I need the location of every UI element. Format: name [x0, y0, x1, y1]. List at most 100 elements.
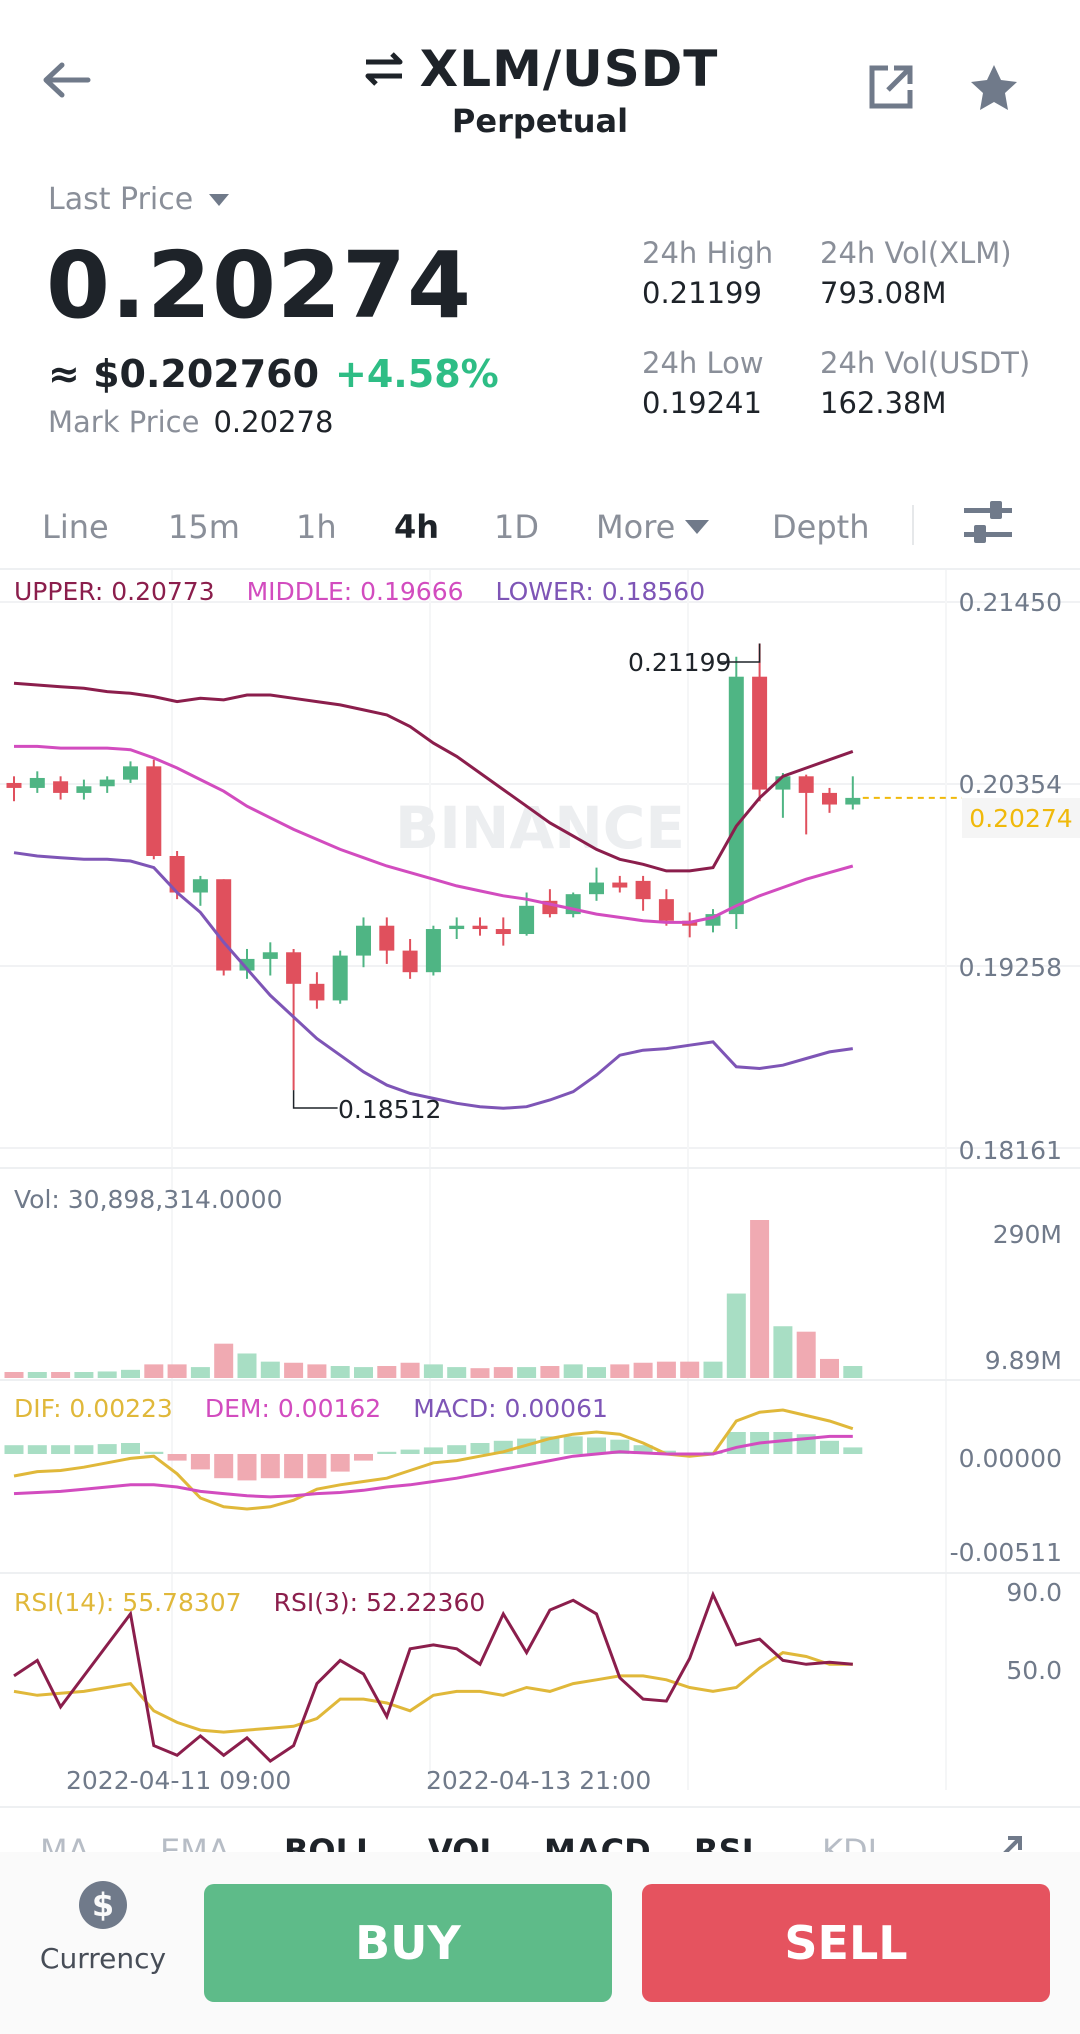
volume-bar — [260, 1361, 280, 1378]
candle-body — [169, 855, 185, 893]
buy-button[interactable]: BUY — [204, 1884, 612, 2002]
volume-bar — [74, 1372, 94, 1378]
stat-label: 24h Low — [642, 346, 764, 380]
title-area[interactable]: XLM/USDT Perpetual — [0, 40, 1080, 150]
last-price-label: Last Price — [48, 182, 194, 217]
dif-line — [13, 1408, 854, 1511]
tab-1h[interactable]: 1h — [296, 508, 337, 546]
macd-dif: DIF: 0.00223 — [14, 1394, 173, 1423]
stat-24h-low: 24h Low 0.19241 — [642, 346, 764, 420]
price-axis-label: 0.20354 — [958, 770, 1062, 799]
stat-label: 24h High — [642, 236, 774, 270]
high-marker-line — [719, 643, 761, 663]
timeframe-tabs: Line 15m 1h 4h 1D More Depth — [0, 490, 1080, 560]
tab-more-label: More — [596, 508, 676, 546]
stat-value: 793.08M — [820, 276, 947, 310]
macd-bar — [470, 1443, 490, 1454]
svg-text:$: $ — [92, 1886, 114, 1924]
volume-bar — [144, 1364, 164, 1378]
mark-price-line: Mark Price 0.20278 — [48, 405, 333, 439]
volume-bar — [237, 1353, 257, 1378]
candle-body — [146, 766, 162, 856]
rsi3-line — [13, 1590, 853, 1764]
candle-body — [495, 929, 511, 935]
stat-24h-vol-base: 24h Vol(XLM) 793.08M — [820, 236, 1012, 310]
ind-tab-kdj[interactable]: KDJ — [822, 1832, 878, 1854]
macd-legend: DIF: 0.00223 DEM: 0.00162 MACD: 0.00061 — [14, 1394, 608, 1423]
expand-icon[interactable] — [996, 1832, 1026, 1854]
macd-bar — [354, 1454, 373, 1461]
stat-label: 24h Vol(XLM) — [820, 236, 1012, 270]
macd-bar — [330, 1454, 350, 1472]
volume-bar — [354, 1367, 373, 1378]
tab-depth[interactable]: Depth — [772, 508, 870, 546]
candle-body — [262, 952, 278, 959]
candle-body — [356, 925, 371, 956]
back-button[interactable] — [40, 60, 110, 120]
boll-middle: MIDDLE: 0.19666 — [246, 577, 464, 606]
volume-axis-bottom: 9.89M — [984, 1346, 1062, 1375]
high-marker-label: 0.21199 — [628, 648, 732, 677]
candle-body — [519, 905, 535, 935]
tab-line[interactable]: Line — [42, 508, 109, 546]
macd-bar — [843, 1447, 863, 1454]
divider — [0, 568, 1080, 570]
caret-down-icon — [209, 193, 230, 206]
tab-more[interactable]: More — [596, 508, 710, 546]
candle-body — [239, 958, 255, 971]
volume-bar — [680, 1361, 700, 1378]
ind-tab-vol[interactable]: VOL — [428, 1832, 500, 1854]
candle-body — [425, 929, 441, 973]
kline-chart[interactable]: BINANCE — [0, 570, 1080, 1810]
candle-body — [472, 925, 488, 930]
candle-body — [845, 797, 861, 805]
macd-bar — [820, 1440, 839, 1454]
candle-body — [309, 983, 325, 1001]
dollar-circle-icon: $ — [79, 1881, 127, 1929]
tab-1d[interactable]: 1D — [494, 508, 539, 546]
candle-body — [76, 786, 92, 793]
ind-tab-boll[interactable]: BOLL — [284, 1832, 377, 1854]
volume-bar — [470, 1368, 490, 1378]
rsi14-value: RSI(14): 55.78307 — [14, 1588, 242, 1617]
candle-body — [635, 880, 651, 900]
macd-axis-top: 0.00000 — [958, 1444, 1062, 1473]
macd-bar — [260, 1454, 280, 1479]
candle-body — [29, 777, 45, 788]
candle-body — [53, 781, 69, 793]
volume-bar — [843, 1366, 863, 1378]
candle-body — [332, 955, 348, 1001]
volume-bar — [517, 1367, 537, 1378]
rsi14-line — [13, 1651, 853, 1734]
sell-button[interactable]: SELL — [642, 1884, 1050, 2002]
macd-bar — [563, 1436, 583, 1454]
volume-bar — [796, 1331, 816, 1378]
star-icon — [971, 65, 1017, 110]
last-price-selector[interactable]: Last Price — [48, 182, 230, 217]
candle-body — [589, 882, 604, 895]
share-button[interactable] — [868, 64, 918, 114]
divider — [0, 1806, 1080, 1808]
ind-tab-rsi[interactable]: RSI — [694, 1832, 754, 1854]
candle-body — [658, 899, 674, 921]
macd-bar — [51, 1445, 71, 1454]
rsi-axis-top: 90.0 — [1006, 1578, 1062, 1607]
volume-bar — [97, 1371, 117, 1378]
tab-15m[interactable]: 15m — [168, 508, 240, 546]
dem-line — [13, 1434, 853, 1499]
stat-label: 24h Vol(USDT) — [820, 346, 1031, 380]
volume-label: Vol: 30,898,314.0000 — [14, 1185, 283, 1214]
low-marker-line — [292, 1090, 338, 1109]
currency-button[interactable]: $ Currency — [28, 1880, 178, 2010]
volume-bar — [610, 1364, 630, 1378]
ind-tab-ema[interactable]: EMA — [160, 1832, 230, 1854]
watermark-text: BINANCE — [395, 794, 685, 862]
chart-settings-button[interactable] — [964, 500, 1014, 550]
tab-4h[interactable]: 4h — [394, 508, 440, 546]
ind-tab-ma[interactable]: MA — [40, 1832, 90, 1854]
volume-bar — [423, 1364, 443, 1378]
ind-tab-macd[interactable]: MACD — [544, 1832, 651, 1854]
favorite-button[interactable] — [968, 62, 1022, 116]
stat-value: 0.21199 — [642, 276, 762, 310]
stat-value: 162.38M — [820, 386, 947, 420]
